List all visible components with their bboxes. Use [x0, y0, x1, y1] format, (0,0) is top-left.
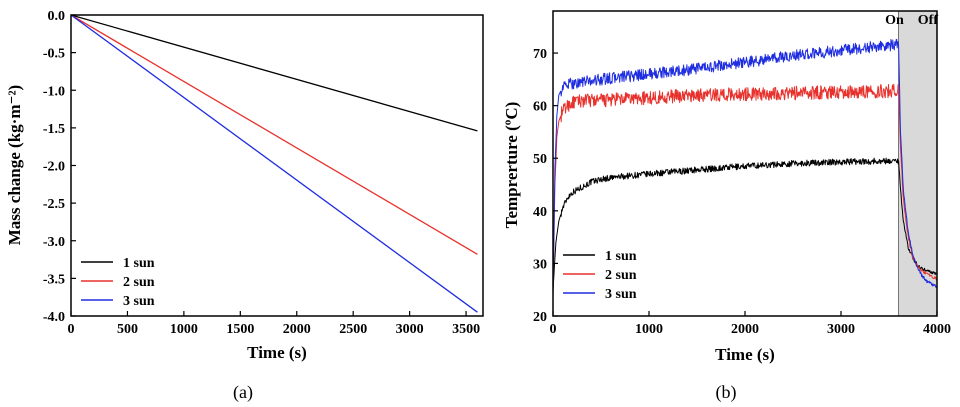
x-tick-label: 1500 [226, 322, 254, 337]
series-line-3-sun [71, 15, 478, 313]
y-tick-label: -4.0 [43, 310, 65, 325]
panel-b-ylabel: Temprerture (ºC) [502, 102, 521, 229]
x-tick-label: 2500 [339, 322, 367, 337]
x-tick-label: 3000 [827, 322, 855, 337]
panel-b-label: (b) [716, 382, 737, 403]
legend-label: 1 sun [123, 256, 155, 271]
panel-a-xlabel: Time (s) [247, 343, 307, 362]
panel-b-xlabel: Time (s) [715, 345, 775, 364]
y-tick-label: 70 [533, 47, 547, 62]
x-tick-label: 500 [117, 322, 138, 337]
panel-a-label: (a) [233, 382, 253, 403]
annotation-on: On [885, 13, 904, 28]
y-tick-label: 20 [533, 310, 547, 325]
legend-label: 3 sun [123, 294, 155, 309]
series-line-1-sun [553, 157, 937, 290]
y-tick-label: -1.0 [43, 84, 65, 99]
series-line-1-sun [71, 15, 478, 132]
legend-label: 1 sun [605, 249, 637, 264]
x-tick-label: 2000 [731, 322, 759, 337]
y-tick-label: -3.0 [43, 235, 65, 250]
y-tick-label: 40 [533, 205, 547, 220]
series-line-2-sun [553, 83, 937, 296]
y-tick-label: 60 [533, 100, 547, 115]
y-tick-label: -0.5 [43, 47, 65, 62]
panel-b-legend: 1 sun 2 sun 3 sun [563, 249, 637, 302]
x-tick-label: 1000 [635, 322, 663, 337]
x-tick-label: 0 [68, 322, 75, 337]
x-tick-label: 1000 [170, 322, 198, 337]
y-tick-label: -3.5 [43, 272, 65, 287]
panel-b-chart: 0 1000 2000 3000 4000 20 30 40 50 60 70 On Off Tim… [502, 10, 951, 403]
y-tick-label: -1.5 [43, 122, 65, 137]
off-region-shading [898, 10, 938, 317]
legend-label: 2 sun [123, 275, 155, 290]
legend-label: 3 sun [605, 287, 637, 302]
y-tick-label: -2.5 [43, 197, 65, 212]
panel-a-legend: 1 sun 2 sun 3 sun [81, 256, 155, 309]
y-tick-label: -2.0 [43, 160, 65, 175]
annotation-off: Off [918, 13, 939, 28]
legend-label: 2 sun [605, 268, 637, 283]
x-tick-label: 2000 [283, 322, 311, 337]
y-tick-label: 30 [533, 257, 547, 272]
y-tick-label: 0.0 [48, 9, 66, 24]
panel-a-ylabel: Mass change (kg·m⁻²) [5, 85, 24, 245]
x-tick-label: 4000 [923, 322, 951, 337]
x-tick-label: 3000 [396, 322, 424, 337]
x-tick-label: 3500 [452, 322, 480, 337]
x-tick-label: 0 [550, 322, 557, 337]
panel-a-chart: 0 500 1000 1500 2000 2500 3000 3500 0.0 -0.5 -1.0 -… [5, 9, 484, 403]
y-tick-label: 50 [533, 152, 547, 167]
series-line-3-sun [553, 38, 937, 296]
series-line-2-sun [71, 15, 478, 255]
